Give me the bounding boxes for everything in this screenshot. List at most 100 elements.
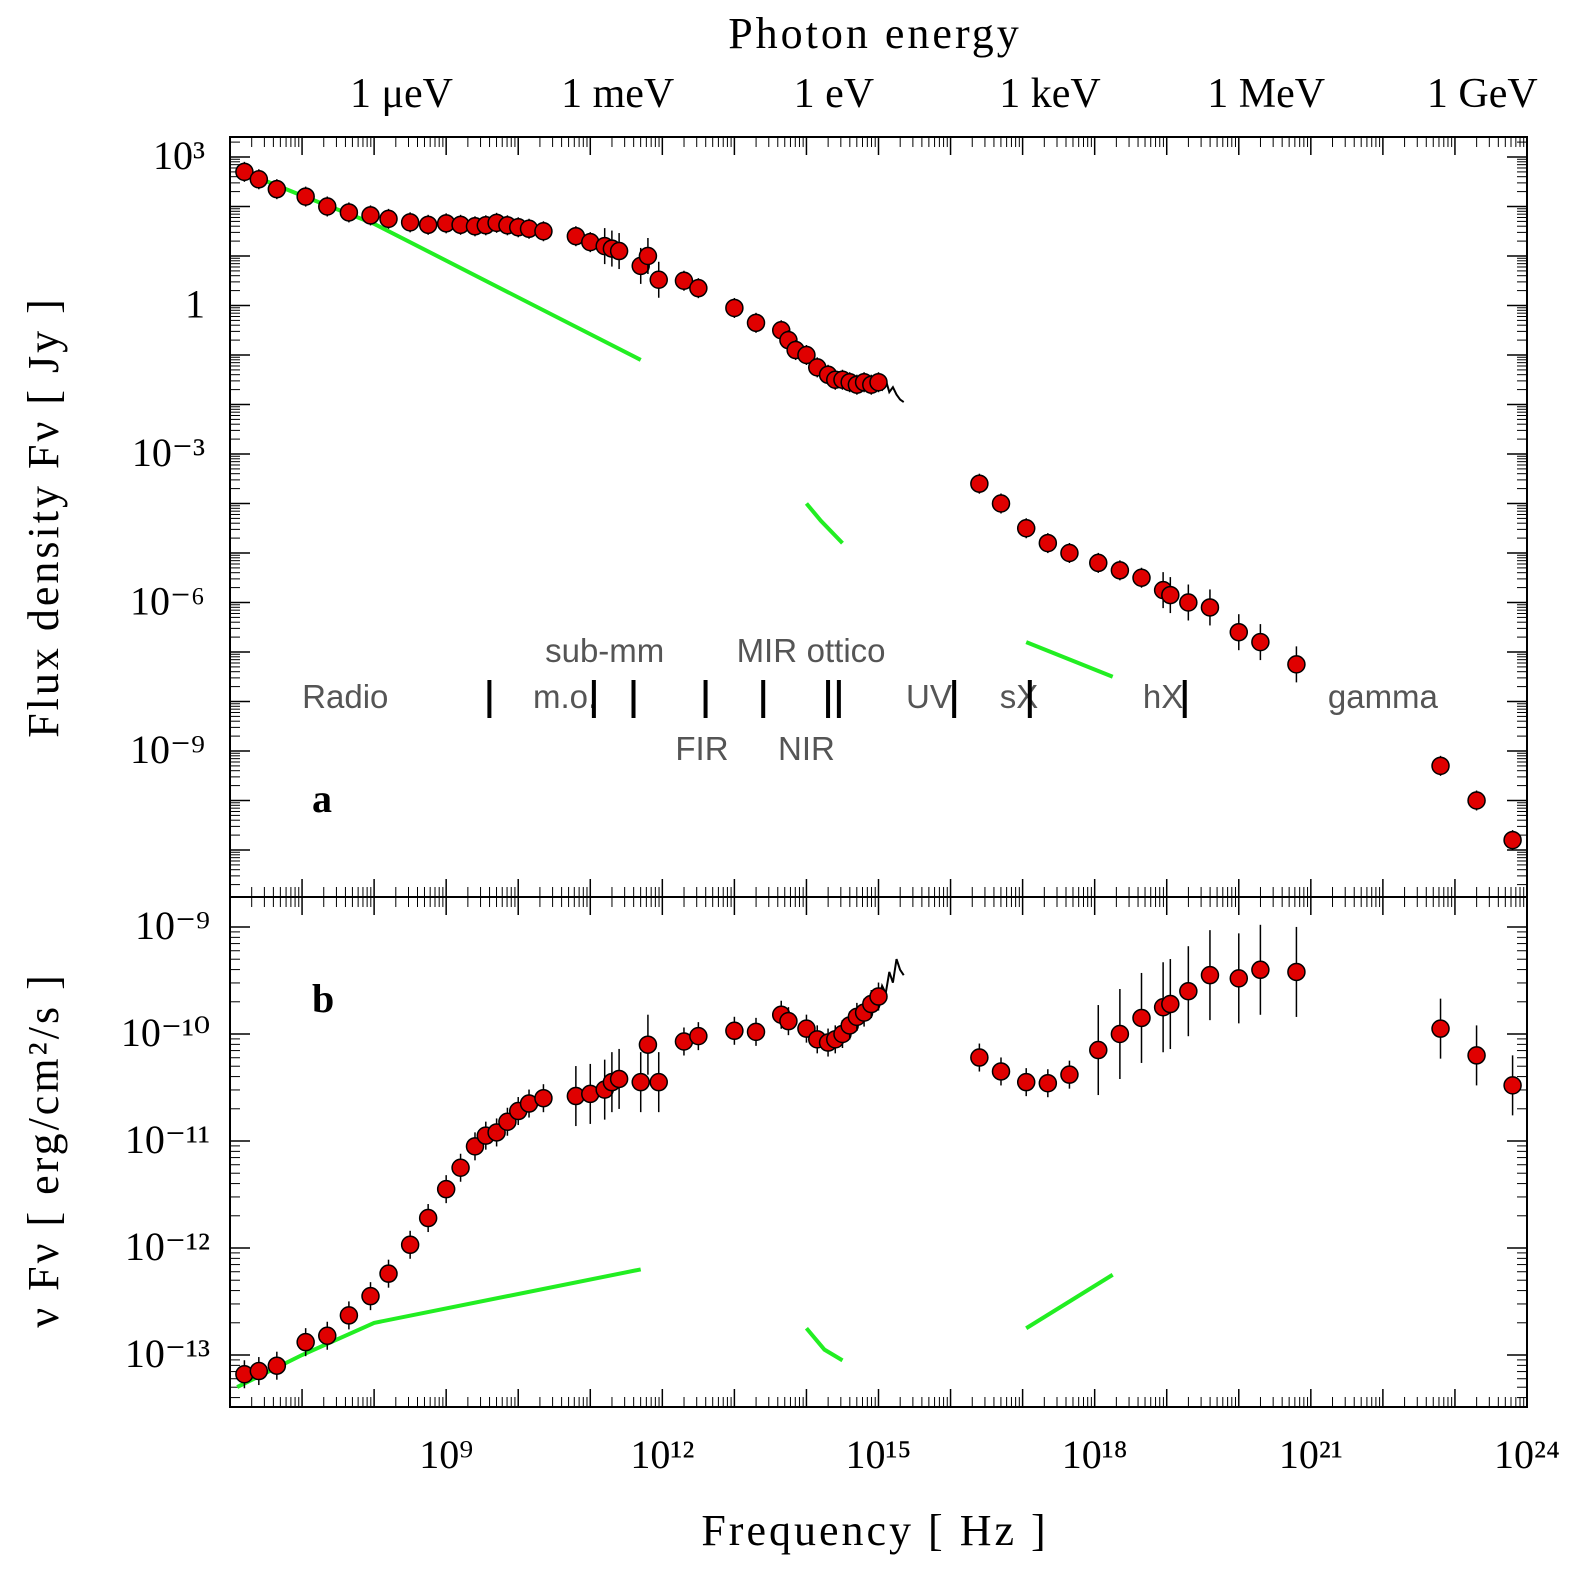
model-line — [804, 502, 844, 545]
data-point — [797, 345, 816, 365]
data-point — [869, 372, 888, 392]
panel-label-b: b — [312, 976, 334, 1021]
data-point — [869, 987, 888, 1006]
data-point — [1089, 1040, 1108, 1060]
data-point — [296, 1332, 315, 1352]
x-tick-label: 10²⁴ — [1494, 1432, 1560, 1477]
data-point — [746, 313, 766, 333]
data-point — [1431, 1019, 1450, 1038]
data-point — [725, 298, 744, 318]
data-point — [689, 278, 708, 298]
data-point — [339, 1306, 359, 1325]
data-point — [1179, 593, 1198, 612]
y-tick-label: 10⁻¹³ — [125, 1331, 210, 1376]
panel-b-frame — [229, 896, 1528, 1408]
data-point — [631, 1072, 650, 1092]
band-label: sub-mm — [545, 632, 664, 669]
y-tick-label: 10⁻³ — [132, 430, 205, 475]
panel-a-flux-density: 10³ 1 10⁻³ 10⁻⁶ 10⁻⁹ a Radio m.o. sub-mm FIR MIR NI… — [130, 133, 1528, 898]
band-label: hX — [1143, 678, 1183, 715]
model-line — [1025, 1273, 1114, 1330]
data-point — [418, 215, 438, 235]
band-label: NIR — [778, 730, 835, 767]
band-label: sX — [1000, 678, 1039, 715]
x-tick-label: 10¹⁸ — [1062, 1432, 1128, 1477]
data-point — [361, 206, 380, 225]
y-axis-title-a: Flux density Fν [ Jy ] — [19, 296, 68, 738]
y-tick-label: 10⁻⁶ — [130, 579, 205, 624]
y-tick-label: 10⁻¹¹ — [125, 1117, 210, 1162]
data-point — [991, 494, 1011, 513]
figure-labels: 10⁹ 10¹² 10¹⁵ 10¹⁸ 10²¹ 10²⁴ 1 μeV 1 meV 1 eV 1 k… — [19, 9, 1560, 1555]
x-tick-label: 10¹⁵ — [846, 1432, 912, 1477]
data-point — [1038, 533, 1058, 553]
data-point — [318, 1326, 337, 1345]
data-point — [235, 162, 254, 182]
energy-tick-label: 1 keV — [999, 71, 1100, 117]
data-point — [689, 1026, 708, 1046]
data-point — [1287, 962, 1306, 982]
data-point — [638, 246, 658, 266]
data-point — [1110, 561, 1130, 580]
data-point — [400, 213, 420, 232]
data-point — [379, 209, 398, 229]
data-point — [746, 1022, 766, 1042]
top-axis-title: Photon energy — [728, 9, 1022, 58]
y-axis-title-b: ν Fν [ erg/cm²/s ] — [19, 972, 68, 1327]
band-label: m.o. — [533, 678, 597, 715]
energy-tick-label: 1 eV — [794, 71, 874, 117]
data-point — [1161, 585, 1180, 605]
data-point — [418, 1208, 438, 1228]
energy-tick-label: 1 meV — [561, 71, 674, 117]
band-label: gamma — [1328, 678, 1439, 715]
y-tick-label: 10⁻¹⁰ — [121, 1010, 210, 1055]
band-label: MIR — [737, 632, 798, 669]
data-point — [1431, 756, 1450, 776]
data-point — [1132, 568, 1151, 587]
data-point — [1161, 994, 1180, 1014]
model-line — [804, 1326, 844, 1363]
data-point — [249, 1361, 269, 1381]
data-point — [267, 179, 287, 199]
data-point — [1016, 1072, 1036, 1092]
data-point — [674, 271, 694, 290]
data-point — [1200, 598, 1220, 617]
model-line — [236, 1267, 642, 1389]
data-point — [1132, 1008, 1151, 1028]
data-point — [296, 187, 315, 206]
y-tick-label: 10⁻⁹ — [135, 903, 210, 948]
band-label: FIR — [675, 730, 728, 767]
data-point — [400, 1235, 420, 1255]
band-label: Radio — [302, 678, 388, 715]
data-point — [379, 1264, 398, 1283]
data-point — [361, 1286, 380, 1306]
x-tick-label: 10⁹ — [419, 1432, 473, 1477]
energy-tick-label: 1 μeV — [350, 71, 453, 117]
data-point — [1200, 965, 1220, 985]
data-point — [1251, 960, 1270, 980]
data-point — [779, 1011, 798, 1031]
data-point — [1038, 1073, 1058, 1093]
data-point — [970, 474, 989, 493]
data-point — [1229, 969, 1249, 988]
data-point — [1060, 543, 1079, 563]
model-line — [1025, 640, 1114, 679]
data-point — [649, 1072, 668, 1092]
data-point — [970, 1048, 989, 1067]
data-point — [1251, 632, 1270, 652]
data-point — [1229, 622, 1249, 642]
data-point — [339, 203, 359, 222]
data-point — [1060, 1065, 1079, 1084]
data-point — [1179, 981, 1198, 1001]
data-point — [638, 1035, 658, 1054]
data-point — [436, 1179, 456, 1199]
data-point — [318, 197, 337, 216]
data-point — [609, 241, 629, 261]
data-point — [267, 1356, 287, 1375]
band-label: ottico — [807, 632, 886, 669]
data-point — [991, 1062, 1011, 1081]
data-point — [1110, 1024, 1130, 1044]
data-point — [1467, 1046, 1486, 1065]
energy-tick-label: 1 GeV — [1427, 71, 1538, 117]
